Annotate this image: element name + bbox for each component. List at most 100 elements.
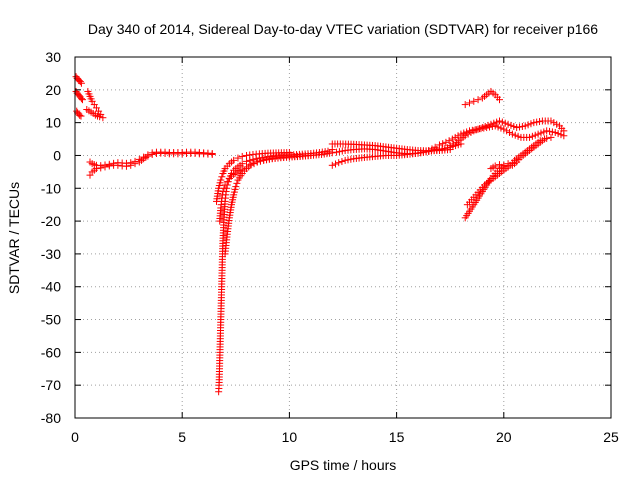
- data-point: [449, 140, 457, 148]
- y-tick-label: -20: [41, 213, 61, 229]
- data-point: [127, 159, 135, 167]
- data-point: [543, 127, 551, 135]
- data-point: [548, 128, 556, 136]
- data-point: [148, 149, 156, 157]
- data-point: [101, 161, 109, 169]
- data-point: [547, 117, 555, 125]
- data-point: [233, 179, 241, 187]
- ticks-layer: [74, 56, 612, 419]
- data-point: [528, 132, 536, 140]
- data-point: [518, 122, 526, 130]
- data-point: [494, 123, 502, 131]
- data-point: [256, 157, 264, 165]
- y-tick-label: 20: [45, 82, 61, 98]
- data-point: [496, 96, 504, 104]
- y-tick-label: -70: [41, 377, 61, 393]
- data-point: [265, 155, 273, 163]
- data-point: [536, 118, 544, 126]
- data-point: [511, 131, 519, 139]
- data-point: [131, 157, 139, 165]
- data-point: [551, 128, 559, 136]
- data-point: [99, 114, 107, 122]
- data-point: [524, 121, 532, 129]
- data-point: [328, 161, 336, 169]
- data-point: [285, 149, 293, 157]
- data-point: [543, 134, 551, 142]
- x-tick-label: 10: [282, 429, 298, 445]
- data-point: [454, 132, 462, 140]
- data-point: [476, 125, 484, 133]
- data-point: [307, 151, 315, 159]
- data-point: [208, 149, 216, 157]
- y-tick-label: 10: [45, 115, 61, 131]
- data-point: [503, 127, 511, 135]
- data-point: [500, 125, 508, 133]
- data-point: [513, 124, 521, 132]
- data-point: [341, 156, 349, 164]
- y-tick-label: -30: [41, 246, 61, 262]
- data-point: [550, 119, 558, 127]
- data-point: [481, 122, 489, 130]
- data-point: [461, 101, 469, 109]
- points-layer: [72, 73, 568, 396]
- data-point: [464, 130, 472, 138]
- y-tick-label: -60: [41, 344, 61, 360]
- data-point: [474, 125, 482, 133]
- data-point: [218, 194, 226, 202]
- x-tick-label: 20: [496, 429, 512, 445]
- y-tick-label: -80: [41, 410, 61, 426]
- data-point: [331, 160, 339, 168]
- data-point: [238, 152, 246, 160]
- data-point: [473, 126, 481, 134]
- data-point: [496, 161, 504, 169]
- data-point: [446, 142, 454, 150]
- data-point: [546, 127, 554, 135]
- data-point: [467, 128, 475, 136]
- data-point: [530, 119, 538, 127]
- data-point: [428, 145, 436, 153]
- data-point: [144, 151, 152, 159]
- chart-title: Day 340 of 2014, Sidereal Day-to-day VTE…: [88, 21, 598, 37]
- data-point: [504, 163, 512, 171]
- data-point: [554, 130, 562, 138]
- data-point: [230, 156, 238, 164]
- data-point: [253, 158, 261, 166]
- data-point: [504, 120, 512, 128]
- data-point: [135, 155, 143, 163]
- data-point: [232, 183, 240, 191]
- data-point: [500, 161, 508, 169]
- y-tick-label: 30: [45, 49, 61, 65]
- data-point: [461, 132, 469, 140]
- data-point: [465, 99, 473, 107]
- y-tick-label: -10: [41, 180, 61, 196]
- data-point: [76, 111, 84, 119]
- data-point: [338, 147, 346, 155]
- data-point: [425, 147, 433, 155]
- data-point: [480, 124, 488, 132]
- x-tick-label: 15: [389, 429, 405, 445]
- data-point: [439, 140, 447, 148]
- data-point: [448, 135, 456, 143]
- data-point: [219, 188, 227, 196]
- data-point: [260, 156, 268, 164]
- data-point: [490, 119, 498, 127]
- data-point: [531, 131, 539, 139]
- data-point: [538, 137, 546, 145]
- data-point: [540, 128, 548, 136]
- labels-layer: 0 5 10 15 20 25 -80 -70 -60 -50 -40 -30 -20 -10 0 10 20 3…: [41, 49, 619, 445]
- data-point: [140, 153, 148, 161]
- data-point: [501, 119, 509, 127]
- data-point: [328, 149, 336, 157]
- y-tick-label: 0: [53, 147, 61, 163]
- data-point: [533, 118, 541, 126]
- data-point: [553, 120, 561, 128]
- data-point: [498, 118, 506, 126]
- data-point: [247, 161, 255, 169]
- grid-layer: [75, 57, 611, 418]
- data-point: [527, 120, 535, 128]
- data-point: [514, 132, 522, 140]
- data-point: [547, 133, 555, 141]
- data-point: [451, 133, 459, 141]
- data-point: [79, 96, 87, 104]
